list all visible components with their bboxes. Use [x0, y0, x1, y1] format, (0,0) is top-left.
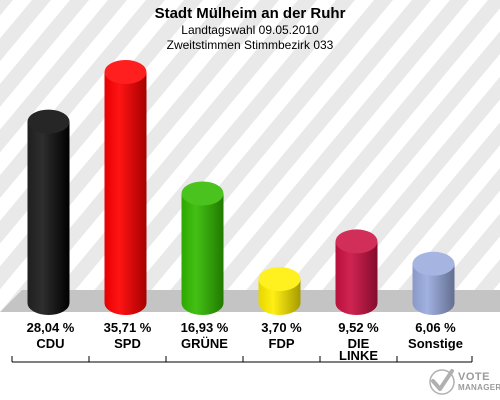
bar-cap-sonstige [412, 251, 455, 276]
category-label: DIE [348, 336, 370, 351]
category-label: Sonstige [408, 336, 463, 351]
votemanager-logo: VOTE MANAGER [429, 369, 500, 395]
value-label: 16,93 % [181, 320, 229, 335]
bar-die-linke [335, 241, 378, 315]
checkmark-icon [429, 369, 455, 395]
chart-subtitle-election: Landtagswahl 09.05.2010 [181, 23, 319, 37]
category-label: LINKE [339, 348, 378, 363]
bar-cap-die-linke [335, 229, 378, 254]
bar-cap-cdu [27, 109, 70, 134]
logo-text-vote: VOTE [458, 371, 490, 383]
chart-title: Stadt Mülheim an der Ruhr [155, 5, 346, 22]
background-stripe [380, 168, 500, 312]
category-label: GRÜNE [181, 336, 228, 351]
value-label: 28,04 % [27, 320, 75, 335]
background-stripe [342, 122, 500, 312]
background-stripe [190, 0, 469, 312]
bar-cdu [27, 121, 70, 316]
category-label: SPD [114, 336, 141, 351]
labels-group: 28,04 %CDU 35,71 %SPD 16,93 %GRÜNE 3,70 %FD… [27, 320, 463, 363]
category-axis [11, 356, 473, 363]
bar-cap-fdp [258, 267, 301, 292]
background-stripe [0, 0, 13, 16]
background-stripe [266, 31, 500, 312]
background-stripe [0, 0, 127, 153]
value-label: 3,70 % [261, 320, 302, 335]
bar-spd [104, 72, 147, 315]
bars-group [27, 60, 455, 316]
chart-subtitle-district: Zweitstimmen Stimmbezirk 033 [167, 38, 334, 52]
category-label: CDU [36, 336, 64, 351]
value-label: 35,71 % [104, 320, 152, 335]
bar-sonstige [412, 263, 455, 315]
bar-grüne [181, 193, 224, 315]
background-stripe [228, 0, 500, 312]
logo-text-manager: MANAGER [458, 383, 500, 392]
bar-cap-grüne [181, 181, 224, 206]
background-stripe [0, 0, 89, 107]
bar-cap-spd [104, 60, 147, 84]
value-label: 6,06 % [415, 320, 456, 335]
value-label: 9,52 % [338, 320, 379, 335]
background-stripe [0, 0, 51, 62]
category-label: FDP [269, 336, 295, 351]
